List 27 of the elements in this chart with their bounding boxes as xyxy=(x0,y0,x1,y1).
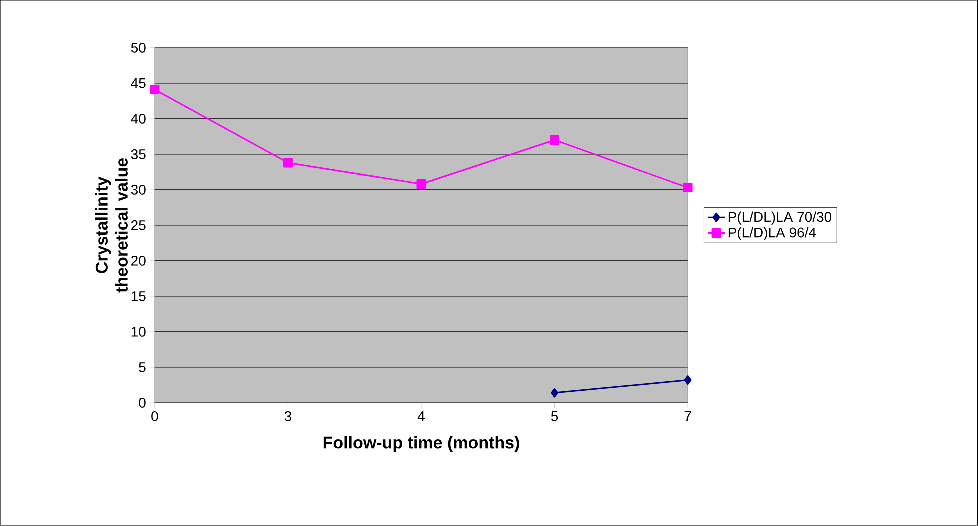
point xyxy=(150,85,160,95)
point xyxy=(416,180,426,190)
y-tick-label: 50 xyxy=(131,42,146,53)
y-tick-label: 20 xyxy=(132,256,146,266)
x-tick-label: 3 xyxy=(284,412,292,422)
x-axis-title: Follow-up time (months) xyxy=(324,436,520,452)
y-tick-label: 10 xyxy=(132,327,146,337)
point xyxy=(683,183,693,193)
x-tick-label: 4 xyxy=(418,412,425,422)
point xyxy=(551,388,559,398)
y-tick-label: 30 xyxy=(131,185,146,195)
y-tick-label: 25 xyxy=(132,220,146,230)
y-tick-label: 5 xyxy=(139,362,146,372)
y-tick-label: 40 xyxy=(131,114,146,124)
legend-label: P(L/D)LA 96/4 xyxy=(728,227,816,241)
y-axis-title: Crystallinity theoretical value xyxy=(95,158,128,293)
point xyxy=(550,136,560,146)
point xyxy=(283,158,293,168)
x-tick-label: 7 xyxy=(684,412,692,422)
x-tick-label: 5 xyxy=(551,412,558,422)
y-tick-label: 35 xyxy=(131,150,146,160)
legend-label: P(L/DL)LA 70/30 xyxy=(728,212,832,225)
y-tick-label: 0 xyxy=(139,398,146,408)
y-tick-label: 15 xyxy=(132,292,146,302)
point xyxy=(684,376,692,386)
y-tick-label: 45 xyxy=(131,78,146,88)
x-tick-label: 0 xyxy=(152,412,158,422)
